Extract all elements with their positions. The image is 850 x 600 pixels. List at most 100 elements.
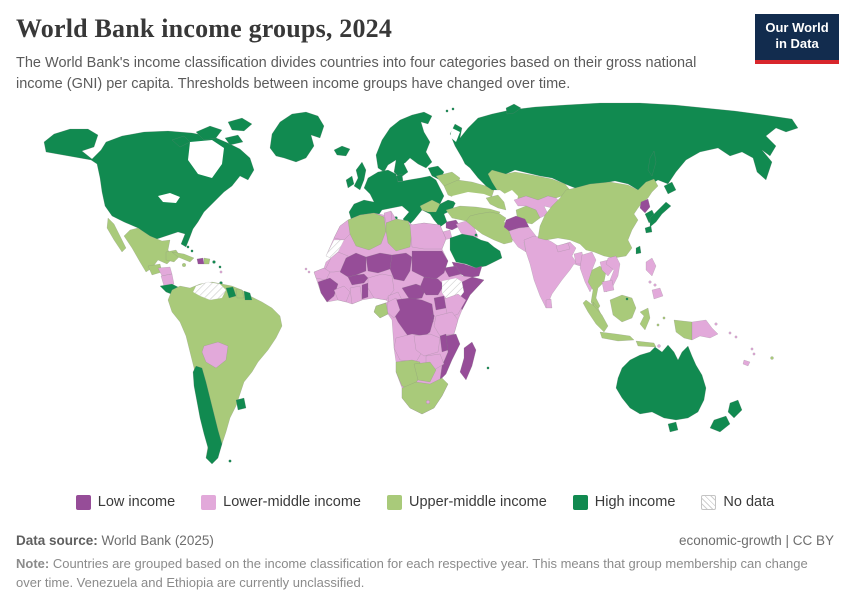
country-region-falklands[interactable] <box>228 459 232 463</box>
country-region-bahamas[interactable] <box>186 245 190 249</box>
country-region-svalbard[interactable] <box>451 107 455 111</box>
country-region-nigeria[interactable] <box>367 273 395 301</box>
country-region-philippines-luzon[interactable] <box>645 257 657 277</box>
country-region-balkans[interactable] <box>419 199 441 213</box>
country-region-brunei[interactable] <box>625 297 629 301</box>
country-region-jamaica[interactable] <box>181 262 187 268</box>
country-region-zambia[interactable] <box>413 333 441 357</box>
country-region-dr-congo[interactable] <box>391 297 435 341</box>
license-meta[interactable]: economic-growth | CC BY <box>678 533 834 548</box>
country-region-south-sudan[interactable] <box>419 276 445 296</box>
country-region-sakhalin[interactable] <box>647 150 657 177</box>
country-region-timor-leste[interactable] <box>657 344 661 348</box>
country-region-cuba[interactable] <box>171 251 195 263</box>
country-region-egypt[interactable] <box>409 222 447 250</box>
country-region-cote-divoire[interactable] <box>333 285 351 303</box>
country-region-new-zealand-south[interactable] <box>709 415 731 433</box>
country-region-rwanda-burundi[interactable] <box>431 314 435 318</box>
country-region-south-africa[interactable] <box>401 377 449 415</box>
country-region-ghana[interactable] <box>349 285 363 305</box>
country-region-baja-california[interactable] <box>106 217 127 253</box>
country-region-vanuatu[interactable] <box>752 352 756 356</box>
country-region-nicaragua[interactable] <box>160 273 175 287</box>
country-region-cape-verde[interactable] <box>307 270 311 274</box>
country-region-chad[interactable] <box>389 252 413 282</box>
country-region-fiji[interactable] <box>770 356 774 360</box>
country-region-mauritius[interactable] <box>486 366 490 370</box>
country-region-sudan[interactable] <box>411 250 449 280</box>
country-region-western-sahara[interactable] <box>325 239 345 259</box>
country-region-uganda[interactable] <box>433 295 447 311</box>
country-region-tasmania[interactable] <box>667 421 679 433</box>
country-region-suriname[interactable] <box>235 288 245 299</box>
country-region-mauritania[interactable] <box>323 251 349 273</box>
country-region-caucasus[interactable] <box>485 194 507 211</box>
country-region-syria[interactable] <box>445 219 461 231</box>
country-region-new-zealand-north[interactable] <box>727 399 743 419</box>
country-region-rwanda-burundi[interactable] <box>430 319 434 323</box>
country-region-scandinavia[interactable] <box>375 111 433 179</box>
country-region-iceland[interactable] <box>333 145 351 157</box>
country-region-eritrea[interactable] <box>443 265 462 278</box>
country-region-taiwan[interactable] <box>635 245 642 255</box>
legend-item-high-income[interactable]: High income <box>572 494 675 510</box>
country-region-sumatra[interactable] <box>582 299 609 333</box>
country-region-australia[interactable] <box>615 344 707 421</box>
legend-item-low-income[interactable]: Low income <box>75 494 175 510</box>
country-region-greenland[interactable] <box>269 111 325 163</box>
country-region-canada-usa[interactable] <box>43 128 255 248</box>
country-region-nepal[interactable] <box>555 242 571 253</box>
country-region-vanuatu[interactable] <box>750 347 754 351</box>
country-region-lesotho[interactable] <box>425 399 431 405</box>
country-region-gabon[interactable] <box>373 302 389 319</box>
country-region-french-guiana[interactable] <box>243 290 253 301</box>
country-region-bolivia[interactable] <box>201 341 229 369</box>
country-region-north-korea[interactable] <box>639 198 651 214</box>
country-region-haiti[interactable] <box>196 257 205 265</box>
lesser-antilles[interactable] <box>218 265 222 269</box>
country-region-togo-benin[interactable] <box>361 282 369 300</box>
country-region-united-kingdom[interactable] <box>353 161 367 191</box>
country-region-papua-new-guinea[interactable] <box>691 319 719 341</box>
country-region-philippines-mindanao[interactable] <box>651 287 664 300</box>
country-region-mexico[interactable] <box>123 227 174 273</box>
country-region-solomon-islands[interactable] <box>734 335 738 339</box>
country-region-botswana[interactable] <box>413 361 437 383</box>
country-region-bahamas[interactable] <box>190 249 194 253</box>
country-region-sulawesi[interactable] <box>639 307 651 331</box>
country-region-java[interactable] <box>599 331 635 342</box>
country-region-uruguay[interactable] <box>235 397 247 411</box>
country-region-indonesian-papua[interactable] <box>673 319 693 341</box>
country-region-mozambique[interactable] <box>439 333 461 381</box>
country-region-india[interactable] <box>523 235 589 309</box>
country-region-venezuela[interactable] <box>192 281 227 301</box>
country-region-mali[interactable] <box>339 252 367 278</box>
arctic-islands[interactable] <box>195 125 223 141</box>
legend-item-upper-middle-income[interactable]: Upper-middle income <box>386 494 547 510</box>
country-region-solomon-islands[interactable] <box>728 331 732 335</box>
arctic-islands[interactable] <box>171 135 191 148</box>
country-region-philippines-visayas[interactable] <box>653 283 657 287</box>
country-region-central-african-republic[interactable] <box>401 283 427 301</box>
country-region-south-america[interactable] <box>167 281 283 463</box>
country-region-japan-kyushu[interactable] <box>644 225 653 234</box>
country-region-lesser-sunda[interactable] <box>635 340 657 348</box>
country-region-guinea-sierra-leone-liberia[interactable] <box>317 277 339 303</box>
arctic-islands[interactable] <box>224 134 244 146</box>
country-region-novaya-zemlya[interactable] <box>505 103 522 115</box>
country-region-tanzania[interactable] <box>433 311 459 337</box>
country-region-russia[interactable] <box>449 102 799 199</box>
country-region-japan-honshu[interactable] <box>649 201 672 228</box>
country-region-dominican-republic[interactable] <box>203 257 211 265</box>
country-region-uzbekistan-kyrgyzstan-tajikistan[interactable] <box>513 195 563 219</box>
owid-logo[interactable]: Our World in Data <box>755 14 839 64</box>
country-region-guyana[interactable] <box>225 286 237 299</box>
country-region-saudi-arabia-gulf[interactable] <box>449 233 503 269</box>
country-region-philippines-visayas[interactable] <box>648 280 652 284</box>
country-region-algeria[interactable] <box>347 212 387 251</box>
country-region-cape-verde[interactable] <box>304 267 308 271</box>
arctic-islands[interactable] <box>227 117 253 132</box>
country-region-cambodia[interactable] <box>601 279 615 293</box>
world-choropleth-map[interactable] <box>0 100 850 480</box>
legend-item-lower-middle-income[interactable]: Lower-middle income <box>201 494 361 510</box>
